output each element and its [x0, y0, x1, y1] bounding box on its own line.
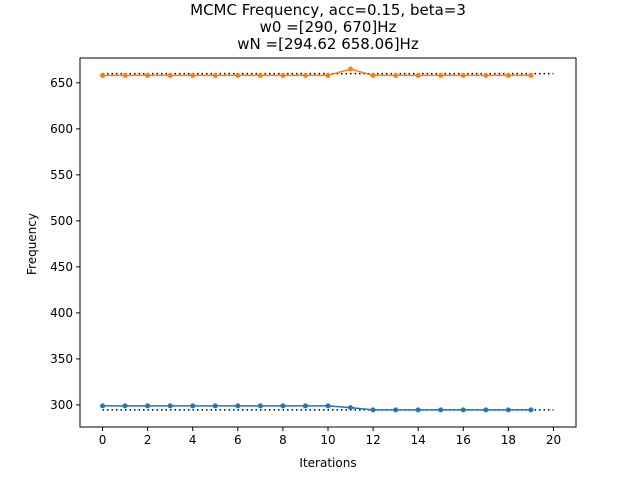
data-point: [460, 407, 466, 413]
data-point: [167, 72, 173, 78]
data-point: [280, 72, 286, 78]
data-point: [348, 405, 354, 411]
data-point: [460, 72, 466, 78]
data-point: [393, 72, 399, 78]
data-point: [302, 403, 308, 409]
x-tick-label: 20: [546, 433, 561, 447]
y-tick-label: 450: [50, 260, 73, 274]
x-tick-label: 4: [189, 433, 197, 447]
x-tick-label: 6: [234, 433, 242, 447]
data-point: [145, 403, 151, 409]
y-tick-label: 300: [50, 398, 73, 412]
data-point: [483, 72, 489, 78]
x-tick-label: 18: [501, 433, 516, 447]
data-point: [438, 72, 444, 78]
data-point: [483, 407, 489, 413]
y-tick-label: 650: [50, 76, 73, 90]
data-point: [528, 72, 534, 78]
data-point: [302, 72, 308, 78]
chart-subtitle-wn: wN =[294.62 658.06]Hz: [237, 35, 419, 53]
data-point: [100, 403, 106, 409]
plot-frame: [79, 57, 577, 428]
x-tick-label: 2: [144, 433, 152, 447]
series-line-1: [102, 405, 531, 411]
data-point: [122, 403, 128, 409]
x-axis-label: Iterations: [299, 456, 356, 470]
data-point: [370, 407, 376, 413]
x-tick-label: 8: [279, 433, 287, 447]
y-tick-label: 550: [50, 168, 73, 182]
x-tick-label: 12: [365, 433, 380, 447]
x-tick-label: 16: [456, 433, 471, 447]
data-point: [122, 72, 128, 78]
y-tick-label: 500: [50, 214, 73, 228]
data-point: [235, 403, 241, 409]
data-point: [415, 72, 421, 78]
data-point: [190, 403, 196, 409]
data-point: [212, 403, 218, 409]
data-point: [145, 72, 151, 78]
data-point: [280, 403, 286, 409]
y-tick-label: 400: [50, 306, 73, 320]
data-point: [325, 72, 331, 78]
plot-area: 0 2 4 6 8 10 12 14 16 18 20 300 350 400 450 500 550 600 65…: [50, 57, 577, 447]
data-point: [505, 72, 511, 78]
data-point: [348, 66, 354, 72]
y-axis-label: Frequency: [25, 213, 39, 275]
data-point: [257, 72, 263, 78]
chart-title: MCMC Frequency, acc=0.15, beta=3: [190, 1, 466, 19]
data-point: [100, 72, 106, 78]
data-point: [167, 403, 173, 409]
x-tick-label: 14: [411, 433, 426, 447]
data-point: [438, 407, 444, 413]
data-point: [212, 72, 218, 78]
data-point: [528, 407, 534, 413]
data-point: [370, 72, 376, 78]
x-tick-label: 10: [320, 433, 335, 447]
data-point: [393, 407, 399, 413]
data-point: [235, 72, 241, 78]
data-point: [415, 407, 421, 413]
y-tick-label: 350: [50, 352, 73, 366]
y-tick-label: 600: [50, 122, 73, 136]
series-line-2: [102, 68, 531, 77]
data-point: [505, 407, 511, 413]
x-tick-label: 0: [99, 433, 107, 447]
data-point: [257, 403, 263, 409]
data-point: [325, 403, 331, 409]
chart-subtitle-w0: w0 =[290, 670]Hz: [260, 18, 397, 36]
data-point: [190, 72, 196, 78]
